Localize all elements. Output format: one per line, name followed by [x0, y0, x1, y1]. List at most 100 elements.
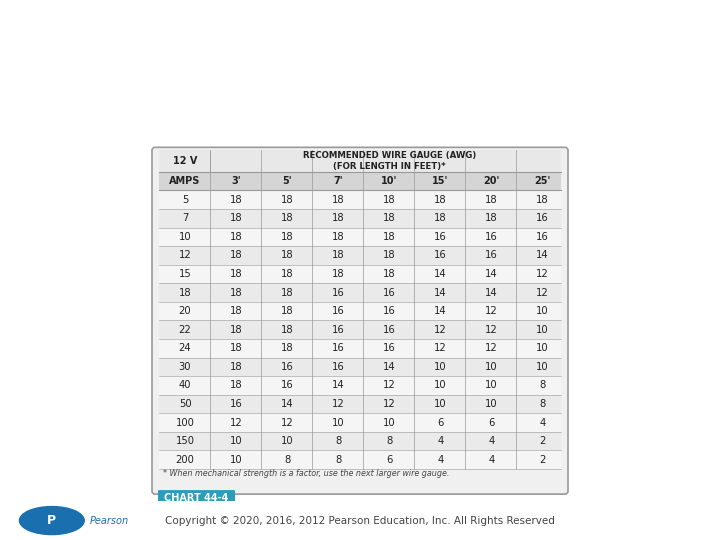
- Text: 24: 24: [179, 343, 192, 353]
- Text: 22: 22: [179, 325, 192, 335]
- Bar: [159, 227, 561, 246]
- Text: 16: 16: [332, 325, 345, 335]
- Text: 10': 10': [382, 177, 397, 186]
- Text: 16: 16: [332, 306, 345, 316]
- Text: 10: 10: [282, 436, 294, 446]
- Text: 12: 12: [383, 399, 396, 409]
- Text: 12: 12: [536, 288, 549, 298]
- Text: 16: 16: [383, 325, 396, 335]
- Bar: [159, 395, 561, 413]
- Text: 5': 5': [283, 177, 292, 186]
- Bar: [159, 469, 561, 489]
- Text: 16: 16: [383, 288, 396, 298]
- Text: 10: 10: [230, 436, 243, 446]
- Text: 18: 18: [485, 213, 498, 224]
- Text: 4: 4: [437, 436, 444, 446]
- Bar: [159, 284, 561, 302]
- Text: 18: 18: [282, 232, 294, 242]
- Text: 18: 18: [230, 232, 243, 242]
- Text: 2: 2: [539, 455, 546, 465]
- Text: 8: 8: [539, 381, 546, 390]
- Text: 18: 18: [230, 362, 243, 372]
- Bar: [159, 413, 561, 432]
- Text: 18: 18: [230, 288, 243, 298]
- Text: 10: 10: [536, 325, 549, 335]
- Text: 14: 14: [485, 269, 498, 279]
- Text: 150: 150: [176, 436, 194, 446]
- Text: 12 V: 12 V: [173, 157, 197, 166]
- Text: 12: 12: [536, 269, 549, 279]
- Text: 2: 2: [539, 436, 546, 446]
- Text: 14: 14: [282, 399, 294, 409]
- Text: 8: 8: [284, 455, 291, 465]
- Text: 18: 18: [230, 213, 243, 224]
- Text: 40: 40: [179, 381, 192, 390]
- Text: 16: 16: [281, 381, 294, 390]
- Text: 10: 10: [536, 343, 549, 353]
- Text: 5: 5: [182, 195, 188, 205]
- Text: 18: 18: [282, 343, 294, 353]
- Text: 7: 7: [182, 213, 188, 224]
- Text: 18: 18: [332, 269, 345, 279]
- Text: 10: 10: [434, 399, 447, 409]
- Text: 14: 14: [485, 288, 498, 298]
- Text: 10: 10: [434, 381, 447, 390]
- Text: 4: 4: [488, 436, 495, 446]
- Text: 16: 16: [434, 251, 447, 260]
- Bar: [159, 172, 561, 191]
- Text: 8: 8: [387, 436, 392, 446]
- Text: 100: 100: [176, 417, 194, 428]
- Text: 6: 6: [488, 417, 495, 428]
- Text: 10: 10: [383, 417, 396, 428]
- Text: 18: 18: [332, 213, 345, 224]
- Text: 10: 10: [536, 362, 549, 372]
- Bar: [159, 320, 561, 339]
- Text: 10: 10: [434, 362, 447, 372]
- Text: 10: 10: [536, 306, 549, 316]
- Text: 8: 8: [336, 436, 341, 446]
- Text: 18: 18: [332, 251, 345, 260]
- Text: 16: 16: [536, 213, 549, 224]
- Text: 18: 18: [536, 195, 549, 205]
- Text: 12: 12: [383, 381, 396, 390]
- Text: 12: 12: [230, 417, 243, 428]
- Bar: [159, 302, 561, 320]
- Text: 14: 14: [536, 251, 549, 260]
- Text: 18: 18: [282, 306, 294, 316]
- Text: 16: 16: [383, 343, 396, 353]
- Text: 25': 25': [534, 177, 551, 186]
- Text: 18: 18: [230, 381, 243, 390]
- Text: P: P: [48, 514, 56, 527]
- FancyBboxPatch shape: [152, 147, 568, 494]
- Text: 10: 10: [485, 362, 498, 372]
- Text: 14: 14: [383, 362, 396, 372]
- Text: Chart 44-4 Recommended AWG wire size increases as the length
increases because a: Chart 44-4 Recommended AWG wire size inc…: [13, 9, 644, 85]
- Text: 12: 12: [485, 343, 498, 353]
- Text: 20': 20': [483, 177, 500, 186]
- Text: 6: 6: [437, 417, 444, 428]
- Bar: [159, 432, 561, 450]
- Text: 16: 16: [485, 251, 498, 260]
- Text: 10: 10: [179, 232, 192, 242]
- Text: 12: 12: [281, 417, 294, 428]
- Text: 18: 18: [383, 269, 396, 279]
- Text: 18: 18: [282, 251, 294, 260]
- Text: 18: 18: [230, 195, 243, 205]
- Text: 16: 16: [332, 288, 345, 298]
- Text: 10: 10: [485, 381, 498, 390]
- Text: 12: 12: [434, 343, 447, 353]
- Ellipse shape: [19, 507, 84, 535]
- Text: 16: 16: [485, 232, 498, 242]
- Text: 200: 200: [176, 455, 194, 465]
- Text: 50: 50: [179, 399, 192, 409]
- Text: 18: 18: [383, 232, 396, 242]
- Bar: [159, 150, 561, 172]
- Text: 10: 10: [230, 455, 243, 465]
- Text: 18: 18: [230, 251, 243, 260]
- Bar: [159, 339, 561, 357]
- Text: 10: 10: [485, 399, 498, 409]
- Text: 18: 18: [282, 325, 294, 335]
- Text: Copyright © 2020, 2016, 2012 Pearson Education, Inc. All Rights Reserved: Copyright © 2020, 2016, 2012 Pearson Edu…: [165, 516, 555, 525]
- Text: 14: 14: [434, 306, 447, 316]
- Text: 16: 16: [536, 232, 549, 242]
